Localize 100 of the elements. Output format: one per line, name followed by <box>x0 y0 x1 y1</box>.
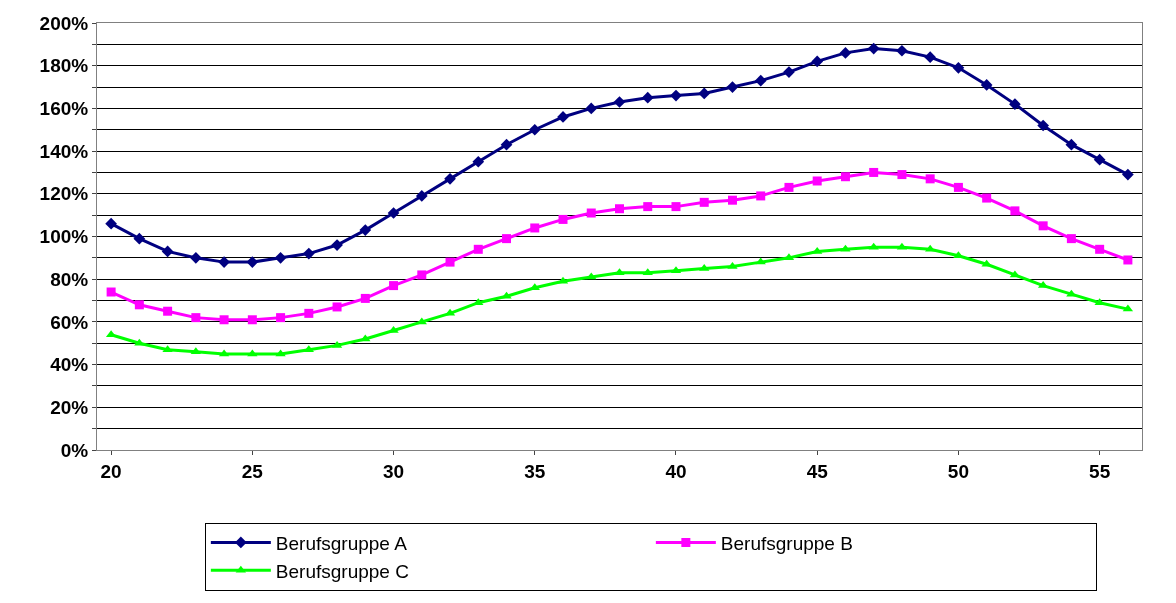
point <box>585 102 598 115</box>
point <box>812 176 822 186</box>
point <box>586 208 596 218</box>
y-tick-label: 200% <box>39 12 89 34</box>
legend-label: Berufsgruppe A <box>275 532 408 554</box>
point <box>699 197 709 207</box>
point <box>925 174 935 184</box>
y-tick-label: 60% <box>50 311 89 333</box>
point <box>867 42 880 55</box>
point <box>191 313 201 323</box>
point <box>247 349 258 357</box>
point <box>641 91 654 104</box>
point <box>360 334 371 342</box>
point <box>1010 206 1020 216</box>
point <box>530 223 540 233</box>
legend-label: Berufsgruppe B <box>720 532 853 554</box>
point <box>839 47 852 59</box>
point <box>869 167 879 177</box>
point <box>1038 221 1048 231</box>
y-tick-label: 160% <box>39 98 89 120</box>
point <box>953 182 963 192</box>
point <box>840 244 851 252</box>
point <box>473 244 483 254</box>
point <box>246 256 259 268</box>
point <box>586 272 597 280</box>
x-tick-label: 45 <box>806 460 829 482</box>
point <box>134 338 145 346</box>
point <box>1093 153 1106 166</box>
x-tick-label: 55 <box>1089 460 1111 482</box>
x-tick-label: 20 <box>100 460 122 482</box>
point <box>1065 138 1078 151</box>
point <box>360 293 370 303</box>
point <box>417 270 427 280</box>
x-tick-label: 40 <box>665 460 687 482</box>
point <box>1009 98 1021 110</box>
point <box>671 202 681 212</box>
legend-label: Berufsgruppe C <box>275 560 409 582</box>
x-tick-label: 50 <box>947 460 969 482</box>
point <box>754 74 767 87</box>
point <box>133 232 146 245</box>
point <box>784 182 794 192</box>
point <box>502 234 512 244</box>
point <box>614 268 625 276</box>
point <box>896 44 908 57</box>
point <box>698 87 711 100</box>
point <box>304 308 314 318</box>
point <box>106 287 116 297</box>
point <box>472 155 485 168</box>
point <box>812 246 823 254</box>
point <box>615 204 624 214</box>
point <box>302 247 315 260</box>
point <box>642 268 653 276</box>
y-tick-label: 120% <box>39 183 89 205</box>
point <box>1066 234 1076 244</box>
point <box>727 261 738 269</box>
point <box>643 202 653 212</box>
point <box>276 313 286 323</box>
point <box>247 315 257 325</box>
point <box>1037 119 1049 132</box>
point <box>1123 255 1133 265</box>
x-tick-label: 25 <box>241 460 264 482</box>
point <box>558 214 568 224</box>
point <box>445 257 455 267</box>
point <box>670 89 682 102</box>
point <box>134 300 144 310</box>
point <box>1095 244 1105 254</box>
point <box>275 349 286 357</box>
point <box>274 252 287 264</box>
y-tick-label: 0% <box>60 439 89 461</box>
y-tick-label: 180% <box>39 55 89 77</box>
point <box>332 302 342 312</box>
point <box>1122 168 1134 181</box>
x-tick-label: 30 <box>382 460 405 482</box>
point <box>613 96 626 108</box>
point <box>528 123 541 136</box>
point <box>444 173 456 185</box>
point <box>500 138 513 151</box>
point <box>387 207 400 219</box>
y-tick-label: 80% <box>50 268 89 290</box>
y-tick-label: 40% <box>50 354 89 376</box>
point <box>415 190 428 202</box>
point <box>416 317 427 325</box>
point <box>952 61 965 74</box>
point <box>756 191 766 201</box>
x-tick-label: 35 <box>524 460 546 482</box>
point <box>811 55 824 68</box>
point <box>190 252 202 264</box>
y-tick-label: 100% <box>39 226 89 248</box>
y-tick-label: 140% <box>39 140 89 162</box>
point <box>359 224 372 236</box>
point <box>982 193 992 203</box>
point <box>501 291 512 299</box>
point <box>840 172 850 182</box>
point <box>163 306 173 316</box>
point <box>218 256 230 268</box>
point <box>726 81 739 93</box>
point <box>105 217 117 230</box>
y-tick-label: 20% <box>50 396 89 418</box>
point <box>897 170 907 180</box>
point <box>727 195 737 205</box>
